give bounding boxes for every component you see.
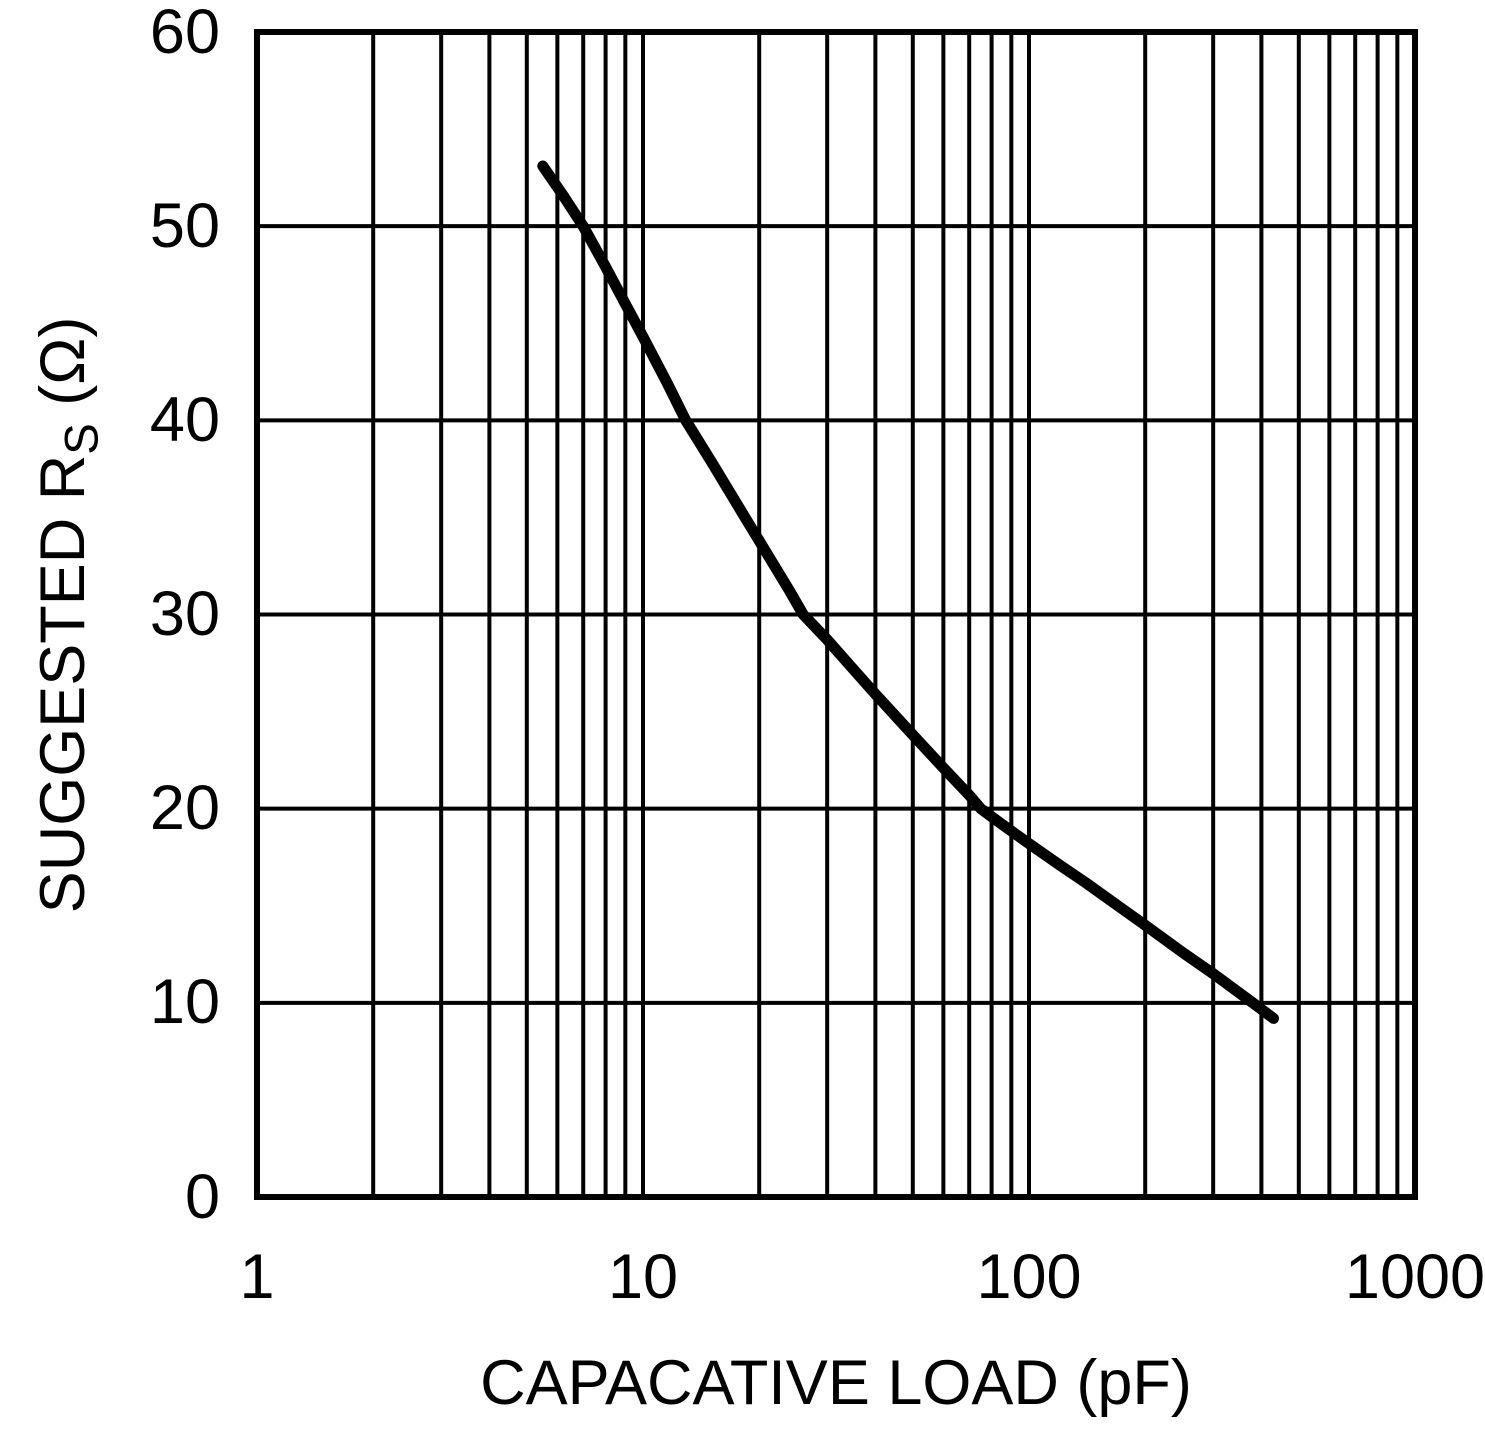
y-tick-label: 20 <box>149 773 220 844</box>
y-tick-label: 10 <box>149 967 220 1038</box>
x-axis-title-text: CAPACATIVE LOAD (pF) <box>480 1348 1192 1418</box>
y-tick-label: 60 <box>149 0 220 67</box>
x-tick-label: 10 <box>607 1242 679 1312</box>
y-axis-title-suffix: (Ω) <box>28 316 98 424</box>
y-tick-label: 40 <box>149 384 220 455</box>
y-tick-label: 30 <box>149 579 220 649</box>
rs-curve <box>537 160 1279 1024</box>
y-tick-label: 0 <box>184 1161 220 1232</box>
x-axis-title: CAPACATIVE LOAD (pF) <box>257 1352 1415 1415</box>
x-tick-label: 1000 <box>1344 1242 1485 1312</box>
y-axis-title: SUGGESTED RS (Ω) <box>28 0 109 1315</box>
y-axis-title-subscript: S <box>55 423 109 455</box>
plot-frame <box>254 29 1418 1200</box>
y-tick-label: 50 <box>149 190 220 261</box>
x-tick-label: 1 <box>239 1242 275 1312</box>
y-axis-title-prefix: SUGGESTED R <box>28 454 98 914</box>
x-tick-label: 100 <box>976 1242 1082 1312</box>
